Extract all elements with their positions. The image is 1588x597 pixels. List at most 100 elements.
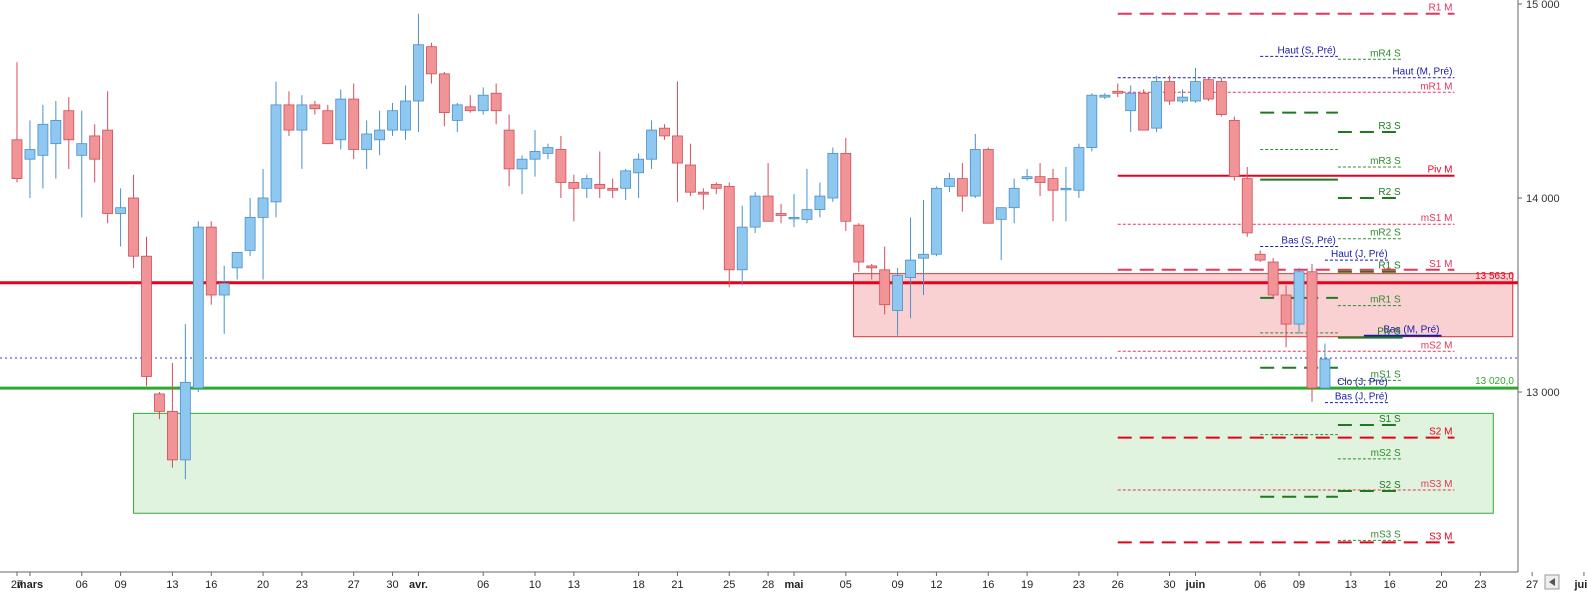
candle[interactable] [620, 168, 632, 200]
candle[interactable] [50, 101, 62, 179]
candle[interactable] [503, 114, 515, 187]
candle[interactable] [1293, 267, 1305, 334]
candle[interactable] [697, 188, 709, 210]
candle[interactable] [969, 133, 981, 198]
candle[interactable] [205, 221, 217, 305]
candle[interactable] [710, 182, 722, 195]
candle[interactable] [1099, 93, 1111, 100]
candle[interactable] [400, 85, 411, 140]
candle[interactable] [348, 83, 360, 160]
candle[interactable] [1241, 166, 1253, 237]
candle[interactable] [1073, 143, 1085, 198]
candle[interactable] [425, 42, 437, 84]
candle[interactable] [944, 172, 955, 193]
candle[interactable] [672, 81, 683, 202]
candle[interactable] [76, 110, 88, 218]
candle[interactable] [63, 97, 75, 169]
candle[interactable] [736, 205, 748, 286]
candle[interactable] [1280, 285, 1292, 348]
candle[interactable] [853, 223, 865, 272]
candle[interactable] [685, 143, 696, 197]
candle[interactable] [1215, 77, 1227, 117]
candle[interactable] [646, 120, 657, 169]
candle[interactable] [322, 104, 334, 145]
candle[interactable] [1125, 85, 1137, 133]
candle[interactable] [633, 153, 644, 198]
candle[interactable] [1138, 89, 1150, 131]
candle[interactable] [477, 87, 489, 115]
candle[interactable] [879, 246, 891, 315]
candle[interactable] [231, 251, 243, 280]
candle[interactable] [1267, 258, 1279, 299]
candle[interactable] [555, 135, 567, 198]
candle[interactable] [192, 221, 204, 392]
candle[interactable] [840, 137, 852, 231]
candle[interactable] [1008, 178, 1020, 224]
candle[interactable] [827, 147, 839, 202]
candle[interactable] [1034, 163, 1046, 197]
candle[interactable] [516, 155, 528, 195]
candle[interactable] [270, 81, 282, 218]
candle[interactable] [1203, 77, 1214, 101]
candle[interactable] [11, 62, 23, 183]
candle[interactable] [982, 147, 994, 224]
candle[interactable] [115, 188, 126, 247]
candle[interactable] [387, 102, 398, 136]
candle[interactable] [892, 267, 903, 336]
candle[interactable] [1228, 116, 1240, 181]
candle[interactable] [749, 192, 761, 233]
candle[interactable] [128, 174, 139, 268]
candle[interactable] [723, 182, 735, 288]
candle[interactable] [296, 95, 308, 169]
candle[interactable] [141, 236, 152, 387]
candle[interactable] [361, 120, 373, 169]
candle[interactable] [464, 95, 476, 113]
candle[interactable] [581, 174, 593, 198]
candle[interactable] [775, 203, 787, 224]
candle[interactable] [1177, 89, 1188, 103]
candle[interactable] [956, 163, 968, 212]
candle[interactable] [154, 392, 165, 420]
candle[interactable] [1306, 263, 1318, 402]
candle[interactable] [607, 178, 619, 198]
candle[interactable] [866, 263, 878, 280]
candle[interactable] [1151, 75, 1162, 133]
candle[interactable] [179, 324, 191, 480]
candle[interactable] [814, 182, 826, 218]
candle[interactable] [451, 102, 463, 133]
candle[interactable] [1254, 250, 1266, 263]
candle[interactable] [931, 186, 942, 257]
candle[interactable] [995, 207, 1007, 261]
candle[interactable] [918, 199, 929, 295]
candle[interactable] [801, 168, 813, 224]
candle[interactable] [309, 101, 321, 115]
candle[interactable] [659, 124, 670, 140]
candle[interactable] [594, 151, 606, 198]
candle[interactable] [1021, 168, 1033, 181]
candle[interactable] [283, 91, 295, 136]
candle[interactable] [218, 265, 230, 334]
candle[interactable] [438, 71, 450, 127]
candle[interactable] [1112, 83, 1124, 98]
candle[interactable] [1047, 168, 1059, 222]
candle[interactable] [166, 362, 178, 468]
candle[interactable] [257, 168, 269, 280]
candle[interactable] [1190, 68, 1201, 103]
candle[interactable] [1060, 166, 1072, 222]
candle[interactable] [568, 174, 580, 222]
candle[interactable] [37, 104, 49, 189]
candle[interactable] [542, 143, 554, 160]
candle[interactable] [335, 89, 347, 150]
candle[interactable] [905, 217, 916, 319]
candle[interactable] [490, 83, 502, 125]
candle[interactable] [529, 130, 541, 177]
candle[interactable] [1164, 75, 1175, 105]
candle[interactable] [1086, 93, 1098, 152]
candle[interactable] [788, 194, 800, 228]
candle[interactable] [102, 91, 114, 224]
candle[interactable] [244, 198, 256, 257]
candle[interactable] [89, 124, 101, 183]
candle[interactable] [374, 110, 386, 156]
candle[interactable] [1319, 343, 1331, 389]
